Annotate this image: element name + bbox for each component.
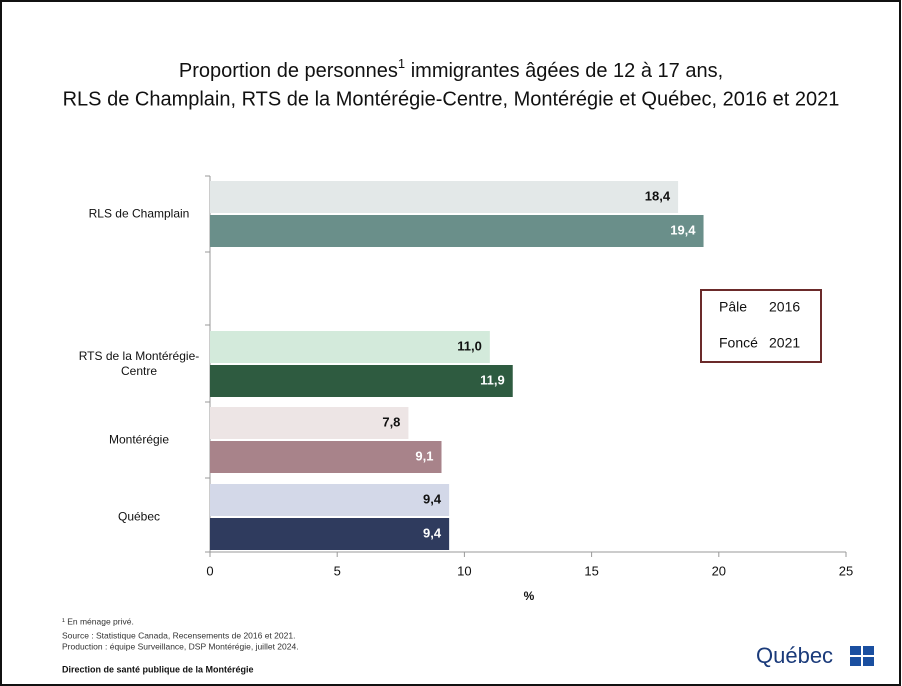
organization: Direction de santé publique de la Montér… — [62, 664, 254, 674]
value-label: 18,4 — [645, 188, 671, 203]
value-label: 11,0 — [457, 338, 482, 353]
footnote: Production : équipe Surveillance, DSP Mo… — [62, 641, 299, 651]
logo-flag — [850, 646, 874, 666]
footnote: Source : Statistique Canada, Recensement… — [62, 630, 295, 640]
bar — [210, 331, 490, 363]
title-part: immigrantes âgées de 12 à 17 ans, — [405, 60, 723, 82]
logo-text: Québec — [756, 643, 833, 668]
x-tick-label: 20 — [712, 563, 726, 578]
bar — [210, 484, 450, 516]
footnote: ¹ En ménage privé. — [62, 616, 134, 626]
value-label: 9,1 — [415, 448, 433, 463]
value-label: 9,4 — [423, 525, 442, 540]
x-tick-label: 10 — [457, 563, 471, 578]
value-label: 9,4 — [423, 491, 442, 506]
bar — [210, 441, 442, 473]
value-label: 7,8 — [382, 414, 400, 429]
title-part: Proportion de personnes — [179, 60, 398, 82]
x-tick-label: 0 — [206, 563, 213, 578]
bar — [210, 181, 679, 213]
bar — [210, 518, 450, 550]
chart-title: RLS de Champlain, RTS de la Montérégie-C… — [63, 88, 840, 110]
value-label: 19,4 — [670, 222, 696, 237]
category-label: RTS de la Montérégie-Centre — [78, 349, 200, 378]
value-label: 11,9 — [480, 372, 505, 387]
x-tick-label: 15 — [584, 563, 598, 578]
title-note-mark: 1 — [398, 56, 405, 71]
legend-label: 2016 — [769, 299, 800, 315]
category-label: RLS de Champlain — [88, 206, 190, 221]
legend-shade: Pâle — [719, 299, 747, 315]
x-axis-label: % — [524, 589, 535, 603]
x-tick-label: 5 — [334, 563, 341, 578]
bar — [210, 215, 704, 247]
bar — [210, 365, 513, 397]
category-label: Montérégie — [108, 432, 170, 447]
legend-box — [700, 289, 822, 363]
category-label: Québec — [117, 509, 161, 524]
legend-label: 2021 — [769, 335, 800, 351]
legend-shade: Foncé — [719, 335, 758, 351]
bar — [210, 407, 409, 439]
x-tick-label: 25 — [839, 563, 853, 578]
chart-title: Proportion de personnes1 immigrantes âgé… — [179, 56, 723, 82]
